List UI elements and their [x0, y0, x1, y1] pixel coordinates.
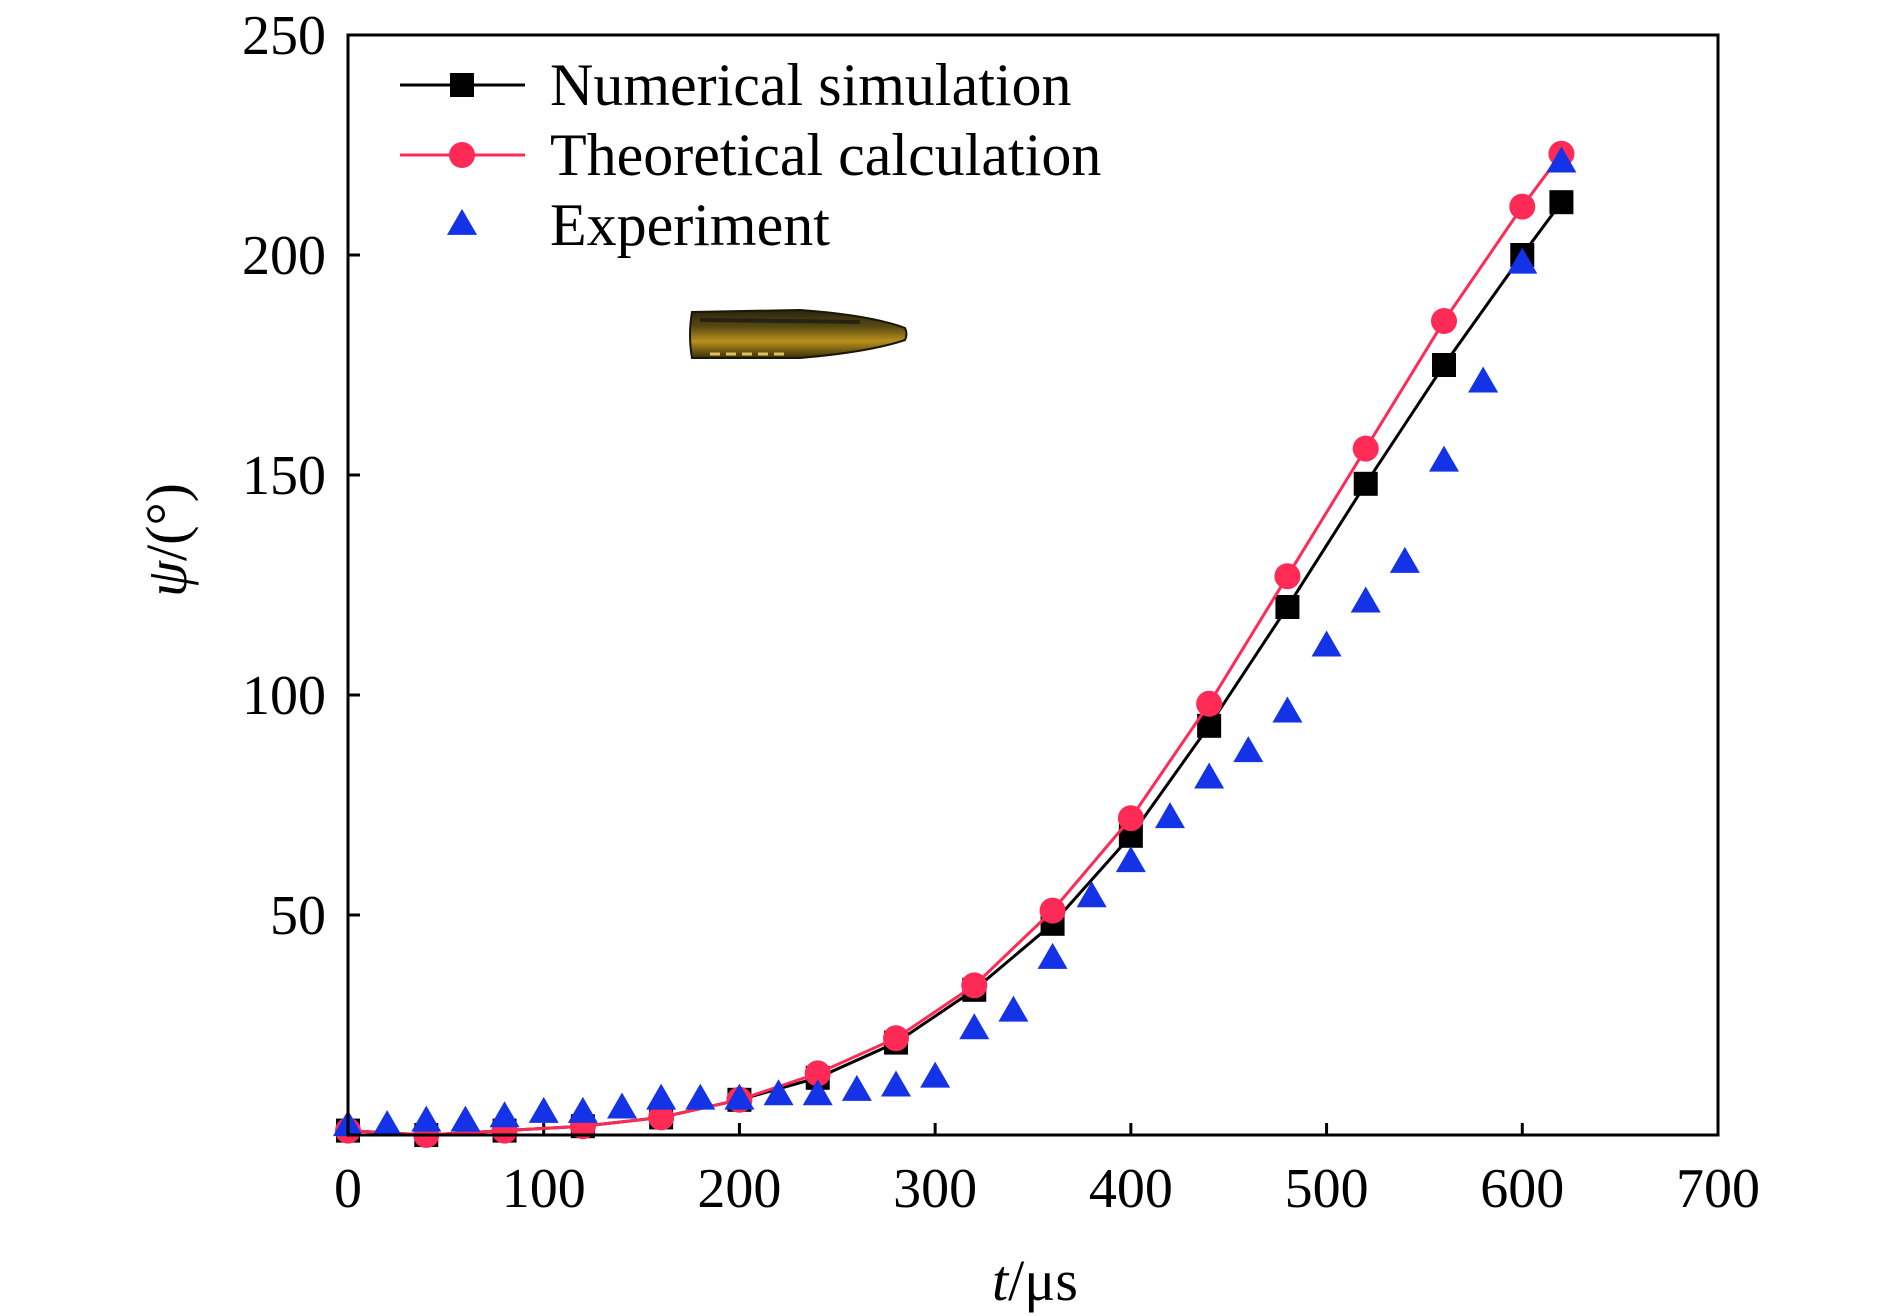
data-point: [411, 1105, 442, 1132]
data-point: [1507, 247, 1538, 274]
data-point: [1233, 736, 1264, 763]
data-point: [841, 1074, 872, 1101]
legend-label: Numerical simulation: [550, 52, 1072, 118]
legend-entry: Numerical simulation: [400, 52, 1072, 118]
plot-frame: [346, 33, 1720, 1137]
data-point: [1546, 146, 1577, 173]
projectile-image: [689, 308, 908, 359]
data-point: [1196, 690, 1223, 717]
data-point: [648, 1104, 675, 1131]
series-1: [335, 140, 1575, 1148]
x-tick-label: 700: [1676, 1158, 1760, 1220]
x-tick-label: 600: [1480, 1158, 1564, 1220]
x-tick-label: 300: [893, 1158, 977, 1220]
data-point: [961, 972, 988, 999]
data-point: [1389, 546, 1420, 573]
data-point: [1352, 435, 1379, 462]
y-tick-label: 150: [242, 445, 326, 507]
data-point: [1155, 802, 1185, 829]
data-point: [450, 1105, 481, 1132]
x-axis-var: t: [992, 1248, 1010, 1313]
data-point: [1353, 471, 1378, 496]
data-point: [607, 1092, 637, 1119]
data-point: [998, 995, 1029, 1022]
data-point: [763, 1079, 794, 1106]
y-axis-var: ψ: [134, 560, 199, 597]
data-point: [1468, 366, 1499, 393]
data-point: [372, 1110, 403, 1137]
x-tick-label: 100: [502, 1158, 586, 1220]
legend-label: Theoretical calculation: [550, 122, 1101, 188]
data-point: [1039, 897, 1066, 924]
data-point: [883, 1025, 909, 1052]
data-point: [1431, 308, 1457, 334]
y-tick-label: 200: [242, 225, 326, 287]
data-point: [528, 1096, 559, 1123]
legend-marker: [449, 142, 475, 168]
data-point: [685, 1083, 716, 1110]
y-tick-label: 250: [242, 5, 326, 67]
y-axis-unit: /(°): [134, 483, 199, 561]
data-point: [959, 1013, 990, 1040]
x-tick-label: 0: [334, 1158, 362, 1220]
data-point: [1311, 630, 1342, 657]
x-tick-label: 200: [697, 1158, 781, 1220]
data-point: [920, 1061, 951, 1088]
axis-ticks: 0 100 200 300 400 500 600 700 50 100 150 200 250: [242, 5, 1760, 1220]
data-point: [1275, 595, 1300, 619]
data-point: [1432, 353, 1456, 377]
data-point: [1429, 445, 1459, 472]
series-layer: [333, 140, 1577, 1148]
legend-marker: [450, 73, 474, 97]
data-point: [1274, 563, 1301, 590]
data-point: [1117, 805, 1144, 832]
legend-label: Experiment: [550, 192, 830, 258]
legend-entry: Experiment: [447, 192, 830, 258]
series-0: [336, 190, 1574, 1147]
data-point: [881, 1070, 911, 1097]
series-2: [333, 146, 1577, 1137]
data-point: [1272, 696, 1303, 723]
y-axis-title: ψ/(°): [134, 483, 199, 597]
y-tick-label: 50: [270, 885, 326, 947]
data-point: [1194, 762, 1225, 789]
data-point: [567, 1096, 598, 1123]
data-point: [804, 1060, 831, 1087]
data-point: [1509, 193, 1536, 220]
x-axis-title: t/μs: [992, 1248, 1078, 1313]
series-line: [347, 152, 1563, 1137]
data-point: [1115, 846, 1146, 873]
x-tick-label: 500: [1285, 1158, 1369, 1220]
data-point: [1076, 881, 1107, 908]
data-point: [1350, 586, 1381, 613]
data-point: [1037, 942, 1068, 969]
data-point: [646, 1083, 677, 1110]
data-point: [802, 1079, 833, 1106]
legend-marker: [447, 208, 477, 235]
x-tick-label: 400: [1089, 1158, 1173, 1220]
series-line: [347, 201, 1563, 1137]
legend-entry: Theoretical calculation: [400, 122, 1101, 188]
x-axis-unit: /μs: [1008, 1248, 1078, 1313]
data-point: [489, 1101, 520, 1128]
data-point: [724, 1083, 755, 1110]
y-tick-label: 100: [242, 665, 326, 727]
data-point: [1549, 190, 1574, 215]
